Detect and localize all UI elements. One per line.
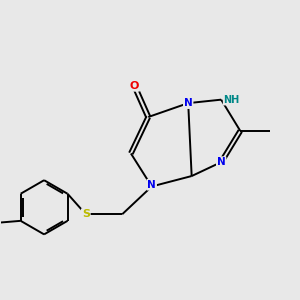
Text: O: O bbox=[130, 81, 139, 91]
Text: S: S bbox=[82, 209, 90, 219]
Text: N: N bbox=[147, 180, 156, 190]
Text: N: N bbox=[217, 157, 226, 167]
Text: NH: NH bbox=[224, 95, 240, 105]
Text: N: N bbox=[184, 98, 193, 108]
